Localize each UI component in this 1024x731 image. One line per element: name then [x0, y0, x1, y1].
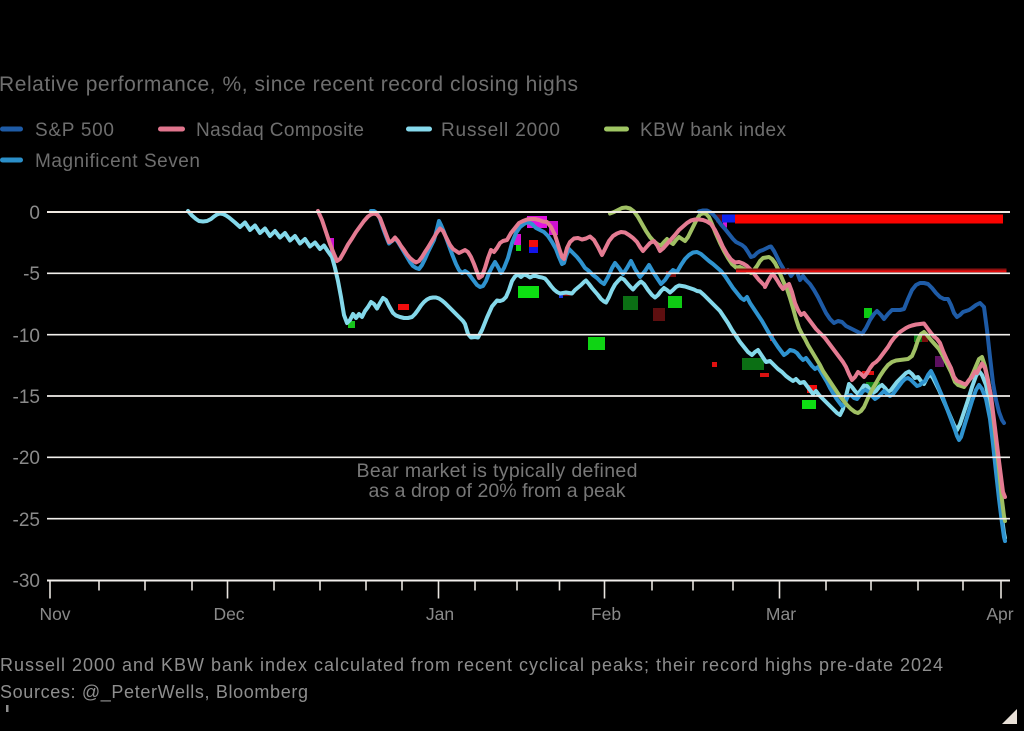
svg-text:as a drop of 20% from a peak: as a drop of 20% from a peak: [369, 480, 626, 502]
svg-text:Russell 2000: Russell 2000: [441, 120, 560, 141]
svg-text:-10: -10: [13, 326, 40, 347]
svg-text:Feb: Feb: [591, 604, 621, 624]
svg-text:Russell 2000 and KBW bank inde: Russell 2000 and KBW bank index calculat…: [0, 655, 943, 675]
svg-text:KBW bank index: KBW bank index: [640, 120, 787, 141]
svg-text:Nov: Nov: [39, 604, 70, 624]
svg-text:-15: -15: [13, 387, 40, 408]
svg-text:0: 0: [29, 203, 40, 224]
svg-text:Dec: Dec: [213, 604, 244, 624]
svg-text:Mar: Mar: [766, 604, 796, 624]
svg-text:Apr: Apr: [986, 604, 1013, 624]
svg-text:Magnificent Seven: Magnificent Seven: [35, 151, 200, 172]
svg-text:Jan: Jan: [426, 604, 454, 624]
svg-text:-5: -5: [23, 264, 40, 285]
svg-text:Bear market is typically defin: Bear market is typically defined: [357, 460, 638, 482]
svg-text:-25: -25: [13, 510, 40, 531]
svg-text:S&P 500: S&P 500: [35, 120, 114, 141]
svg-text:Relative performance, %, since: Relative performance, %, since recent re…: [0, 73, 578, 96]
svg-text:-20: -20: [13, 448, 40, 469]
svg-text:-30: -30: [13, 571, 40, 592]
svg-text:Sources: @_PeterWells, Bloombe: Sources: @_PeterWells, Bloomberg: [0, 682, 308, 703]
svg-text:Nasdaq Composite: Nasdaq Composite: [196, 120, 364, 141]
